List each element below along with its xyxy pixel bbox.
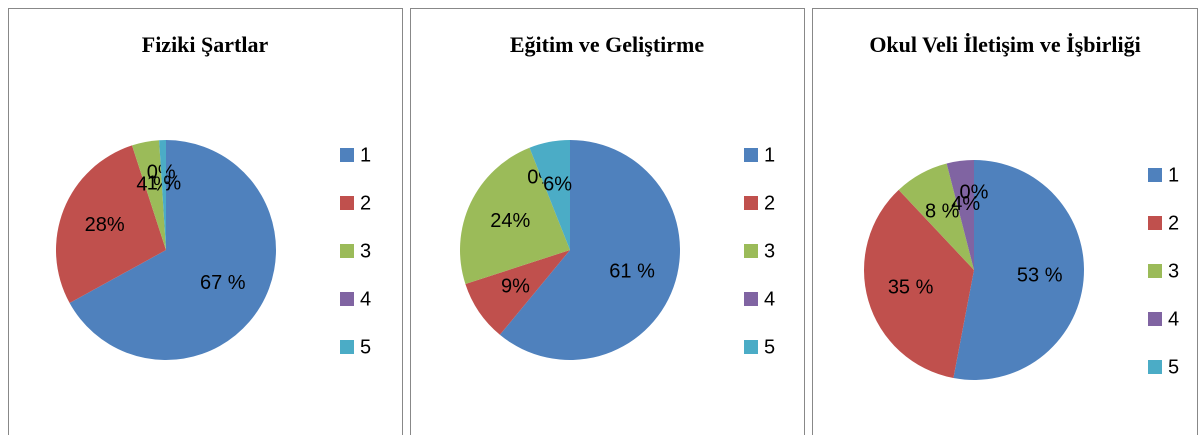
- pie-slice: [465, 250, 570, 335]
- legend-swatch: [744, 292, 758, 306]
- pie-slice: [132, 140, 166, 250]
- data-label: 6%: [543, 173, 572, 195]
- legend-label: 5: [764, 336, 775, 358]
- legend-swatch: [1148, 360, 1162, 374]
- legend-swatch: [1148, 168, 1162, 182]
- legend-swatch: [340, 244, 354, 258]
- legend-label: 1: [360, 144, 371, 166]
- legend-label: 2: [360, 192, 371, 214]
- data-label: 0%: [960, 181, 989, 203]
- legend-label: 5: [360, 336, 371, 358]
- legend-label: 4: [764, 288, 775, 310]
- legend-swatch: [744, 196, 758, 210]
- legend-swatch: [340, 196, 354, 210]
- legend-swatch: [340, 340, 354, 354]
- pie-slice: [460, 147, 570, 284]
- pie-slice: [529, 140, 570, 250]
- chart-title: Okul Veli İletişim ve İşbirliği: [869, 32, 1141, 57]
- legend-label: 3: [764, 240, 775, 262]
- data-label: 35 %: [888, 277, 934, 299]
- data-label: 67 %: [200, 272, 246, 294]
- pie-slice: [55, 145, 166, 303]
- panel: [812, 8, 1198, 435]
- legend-swatch: [340, 292, 354, 306]
- data-label: 28%: [85, 214, 125, 236]
- legend-label: 2: [764, 192, 775, 214]
- legend-label: 1: [1168, 164, 1179, 186]
- pie-slice: [953, 160, 1084, 380]
- chart-title: Eğitim ve Geliştirme: [509, 32, 705, 57]
- data-label: 53 %: [1017, 264, 1063, 286]
- legend-label: 3: [1168, 260, 1179, 282]
- data-label: 24%: [490, 210, 530, 232]
- pie-slice: [863, 189, 974, 379]
- legend-label: 4: [360, 288, 371, 310]
- pie-slice: [499, 140, 680, 360]
- legend-swatch: [1148, 216, 1162, 230]
- legend-swatch: [1148, 312, 1162, 326]
- legend-swatch: [340, 148, 354, 162]
- data-label: 9%: [501, 275, 530, 297]
- panel: [8, 8, 403, 435]
- legend-swatch: [744, 148, 758, 162]
- legend-label: 3: [360, 240, 371, 262]
- chart-title: Fiziki Şartlar: [141, 32, 269, 57]
- pie-slice: [159, 140, 166, 250]
- legend-label: 5: [1168, 356, 1179, 378]
- panel: [410, 8, 805, 435]
- legend-label: 2: [1168, 212, 1179, 234]
- data-label: 61 %: [609, 261, 655, 283]
- pie-slice: [69, 140, 276, 361]
- legend-label: 4: [1168, 308, 1179, 330]
- data-label: 8 %: [925, 200, 960, 222]
- legend-swatch: [744, 340, 758, 354]
- pie-slice: [898, 163, 974, 270]
- data-label: 1 %: [147, 172, 182, 194]
- legend-swatch: [1148, 264, 1162, 278]
- data-label: 4%: [951, 193, 980, 215]
- pie-slice: [946, 160, 974, 270]
- legend-swatch: [744, 244, 758, 258]
- legend-label: 1: [764, 144, 775, 166]
